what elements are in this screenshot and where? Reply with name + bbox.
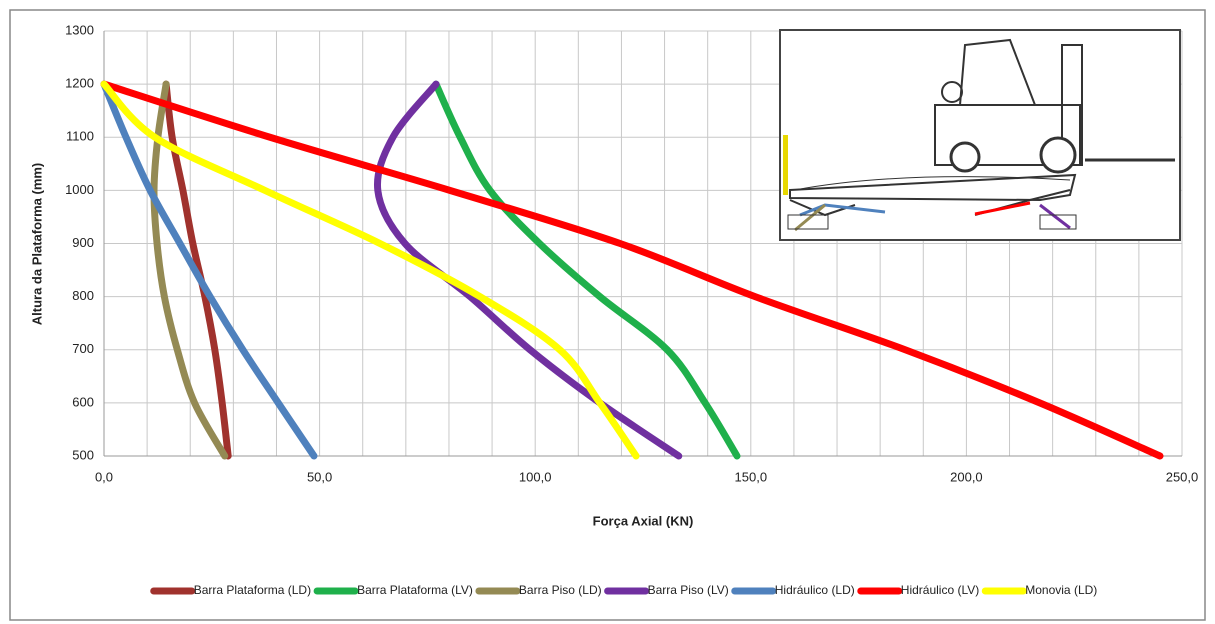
y-tick-label: 1200 xyxy=(65,76,94,91)
y-tick-label: 900 xyxy=(72,235,94,250)
legend-label: Hidráulico (LV) xyxy=(901,583,979,597)
legend-label: Barra Plataforma (LV) xyxy=(357,583,473,597)
y-tick-label: 1000 xyxy=(65,182,94,197)
forklift-inset xyxy=(780,30,1180,240)
y-tick-label: 700 xyxy=(72,341,94,356)
y-axis-label: Altura da Plataforma (mm) xyxy=(29,163,44,326)
legend-label: Barra Plataforma (LD) xyxy=(194,583,311,597)
y-tick-label: 1300 xyxy=(65,22,94,37)
chart: 0,0 50,0 100,0 150,0 200,0 250,0 500 600 700 800 9… xyxy=(0,0,1215,624)
x-tick-label: 50,0 xyxy=(307,469,332,484)
y-tick-label: 500 xyxy=(72,447,94,462)
y-tick-label: 600 xyxy=(72,394,94,409)
x-tick-label: 150,0 xyxy=(735,469,768,484)
y-tick-label: 1100 xyxy=(66,129,94,144)
y-tick-label: 800 xyxy=(72,288,94,303)
legend-label: Monovia (LD) xyxy=(1025,583,1097,597)
x-tick-label: 200,0 xyxy=(950,469,983,484)
x-tick-label: 250,0 xyxy=(1166,469,1199,484)
x-axis-label: Força Axial (KN) xyxy=(593,513,694,528)
legend-label: Hidráulico (LD) xyxy=(775,583,855,597)
x-tick-label: 100,0 xyxy=(519,469,552,484)
x-tick-label: 0,0 xyxy=(95,469,113,484)
legend-label: Barra Piso (LV) xyxy=(648,583,729,597)
legend-label: Barra Piso (LD) xyxy=(519,583,602,597)
